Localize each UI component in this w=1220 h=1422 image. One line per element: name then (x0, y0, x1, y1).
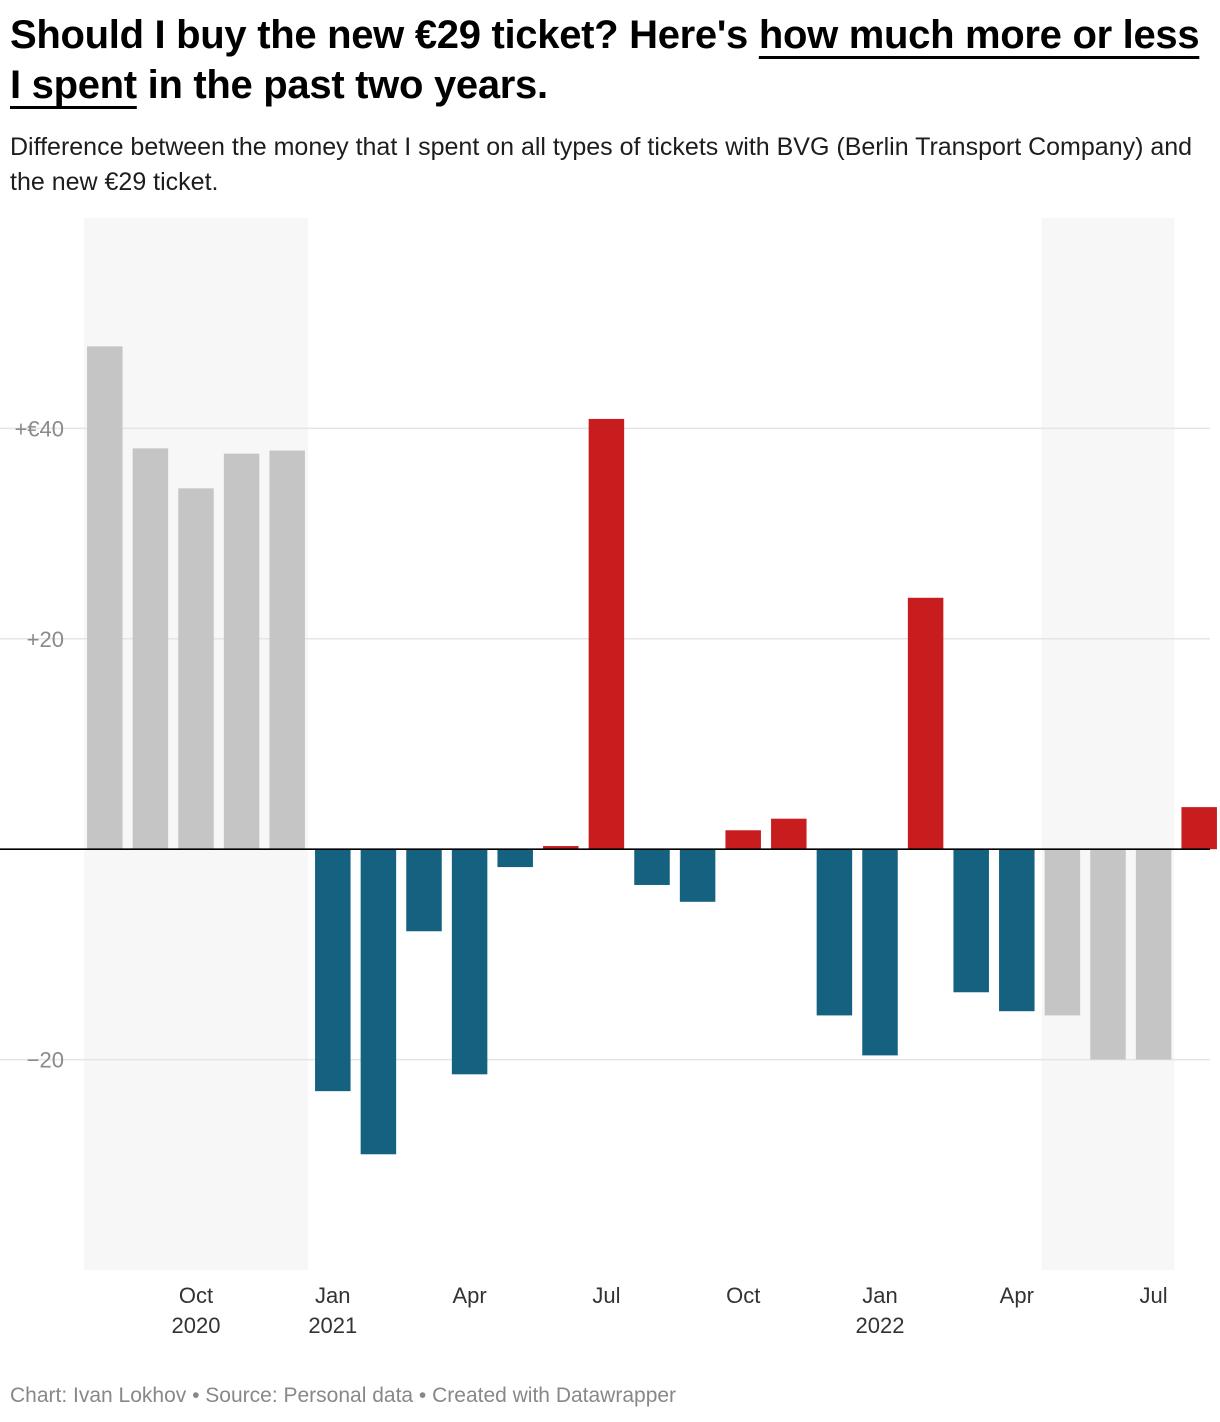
bars (87, 346, 1217, 1155)
chart-title: Should I buy the new €29 ticket? Here's … (10, 10, 1210, 110)
y-tick-label-2: +20 (27, 627, 64, 652)
x-tick-label-2: Jan (315, 1283, 350, 1308)
chart-footer: Chart: Ivan Lokhov • Source: Personal da… (10, 1384, 677, 1407)
x-tick-year-6: 2022 (856, 1313, 905, 1338)
bar-2021-09 (679, 849, 716, 902)
bar-2022-01 (862, 849, 898, 1056)
bar-2020-10 (178, 488, 214, 850)
bar-2021-06 (543, 846, 579, 850)
shaded-period-2 (1041, 218, 1175, 1270)
bar-2022-04 (999, 849, 1035, 1012)
x-tick-label-4: Jul (592, 1283, 620, 1308)
x-tick-label-8: Jul (1140, 1283, 1168, 1308)
x-axis-labels: Oct 2020 Jan 2021 Apr Jul Oct Jan 2022 Apr Jul (172, 1283, 1168, 1338)
y-axis-labels: +€40 +20 −20 (14, 416, 64, 1072)
bar-2021-05 (497, 849, 533, 868)
bar-chart: +€40 +20 −20 Oct 2020 Jan 2021 Apr Jul Oct Jan 202… (0, 218, 1217, 1338)
bar-2022-08 (1181, 807, 1217, 850)
bar-2021-04 (451, 849, 488, 1075)
x-tick-label-5: Oct (726, 1283, 760, 1308)
title-text-end: in the past two years. (136, 63, 548, 107)
bar-2022-03 (953, 849, 989, 993)
x-tick-label-1: Oct (179, 1283, 213, 1308)
bar-2021-08 (634, 849, 670, 885)
x-tick-label-6: Jan (862, 1283, 897, 1308)
bar-2020-09 (132, 448, 169, 850)
chart-subtitle: Difference between the money that I spen… (10, 133, 1193, 196)
title-text-start: Should I buy the new €29 ticket? Here's (10, 13, 759, 57)
bar-2022-07 (1135, 849, 1172, 1060)
x-tick-year-2: 2021 (308, 1313, 357, 1338)
x-tick-label-3: Apr (452, 1283, 486, 1308)
bar-2022-05 (1044, 849, 1081, 1016)
bar-2020-12 (269, 450, 305, 850)
bar-2021-01 (315, 849, 351, 1092)
bar-2020-11 (223, 453, 260, 850)
bar-2021-02 (360, 849, 397, 1155)
bar-2021-07 (588, 418, 625, 850)
bar-2021-12 (816, 849, 853, 1016)
y-tick-label-1: +€40 (14, 416, 64, 441)
bar-2021-03 (406, 849, 442, 932)
x-tick-label-7: Apr (1000, 1283, 1034, 1308)
bar-2020-08 (87, 346, 123, 850)
title-highlight: how much more or less I spent (10, 13, 1200, 107)
y-tick-label-3: −20 (27, 1048, 64, 1073)
bar-2021-11 (771, 818, 807, 850)
bar-2022-06 (1090, 849, 1126, 1060)
x-tick-year-1: 2020 (172, 1313, 221, 1338)
bar-2022-02 (907, 597, 944, 850)
bar-2021-10 (725, 830, 761, 850)
